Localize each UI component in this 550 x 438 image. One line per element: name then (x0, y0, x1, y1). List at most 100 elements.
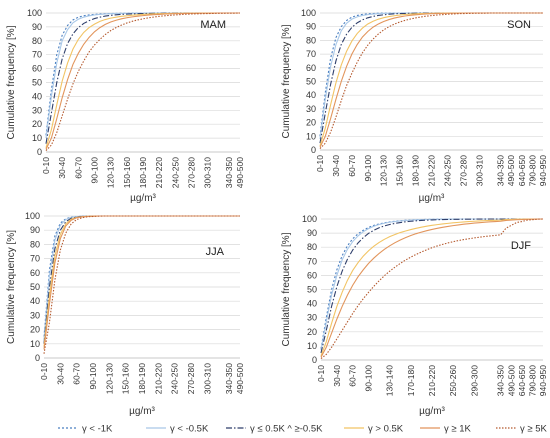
y-tick-label: 90 (30, 225, 40, 235)
y-tick-label: 30 (30, 310, 40, 320)
y-tick-label: 40 (32, 91, 42, 101)
series-line-3 (320, 218, 543, 354)
y-tick-label: 90 (307, 228, 317, 238)
x-tick-label: 150-160 (122, 157, 132, 188)
y-tick-label: 90 (32, 22, 42, 32)
y-tick-label: 0 (312, 355, 317, 365)
gridlines (320, 12, 543, 151)
y-tick-label: 50 (30, 282, 40, 292)
x-tick-label: 60-70 (72, 363, 82, 385)
legend-label: γ ≥ 1K (444, 424, 472, 435)
x-tick-label: 60-70 (73, 157, 83, 179)
series-line-6 (320, 218, 544, 360)
x-tick-label: 30-40 (57, 157, 67, 179)
x-tick-label: 90-100 (364, 365, 374, 392)
y-axis-label: Cumulative frequency [%] (281, 232, 292, 346)
y-tick-label: 90 (306, 22, 316, 32)
y-tick-label: 100 (25, 211, 40, 221)
x-tick-label: 180-190 (138, 157, 148, 188)
x-tick-label: 340-350 (496, 365, 506, 396)
season-label: JJA (206, 246, 225, 258)
x-axis-label: µg/m³ (419, 193, 445, 204)
y-tick-label: 10 (32, 133, 42, 143)
x-tick-label: 210-220 (154, 157, 164, 188)
y-tick-label: 80 (306, 35, 316, 45)
y-tick-label: 80 (307, 242, 317, 252)
series-line-1 (43, 215, 240, 337)
y-tick-label: 30 (32, 105, 42, 115)
x-tick-label: 270-280 (186, 363, 196, 394)
y-tick-label: 70 (306, 49, 316, 59)
x-tick-label: 210-220 (153, 363, 163, 394)
legend-label: γ < -1K (82, 424, 113, 435)
y-tick-label: 100 (27, 8, 42, 18)
series-line-6 (319, 12, 543, 150)
x-tick-label: 30-40 (332, 365, 342, 387)
chart-panel-mam: 0 10 20 30 40 50 60 70 80 90 100 0-10 30-40 60-70 90-1… (6, 8, 245, 204)
x-tick-label: 490-500 (506, 155, 516, 186)
chart-panel-djf: 0 10 20 30 40 50 60 70 80 90 100 0-10 30-40 60-70 90-1… (281, 214, 548, 417)
series-line-6 (45, 12, 241, 151)
y-axis-label: Cumulative frequency [%] (6, 230, 17, 344)
season-label: MAM (200, 19, 226, 31)
x-tick-label: 940-950 (538, 365, 548, 396)
x-tick-label: 210-220 (427, 365, 437, 396)
legend-label: γ < -0.5K (170, 424, 209, 435)
x-tick-label: 270-280 (458, 155, 468, 186)
x-tick-label: 0-10 (316, 365, 326, 382)
y-tick-label: 70 (32, 50, 42, 60)
y-tick-label: 50 (307, 285, 317, 295)
x-tick-label: 180-190 (137, 363, 147, 394)
x-axis-label: µg/m³ (130, 193, 156, 204)
y-tick-label: 10 (306, 131, 316, 141)
x-tick-label: 130-140 (385, 365, 395, 396)
y-tick-label: 0 (35, 353, 40, 363)
x-tick-label: 90-100 (363, 155, 373, 182)
legend-label: γ ≥ 5K (520, 424, 548, 435)
legend-item: γ < -0.5K (146, 424, 209, 435)
x-tick-label: 240-250 (170, 157, 180, 188)
x-axis-label: µg/m³ (129, 406, 155, 417)
series-line-1 (319, 12, 543, 137)
y-tick-label: 60 (307, 270, 317, 280)
x-tick-label: 300-310 (474, 155, 484, 186)
y-tick-label: 20 (30, 325, 40, 335)
y-tick-label: 80 (30, 239, 40, 249)
y-tick-label: 30 (306, 104, 316, 114)
legend-item: γ ≥ 5K (496, 424, 548, 435)
y-tick-label: 10 (30, 339, 40, 349)
x-tick-label: 340-350 (496, 155, 506, 186)
y-tick-label: 20 (307, 327, 317, 337)
y-tick-label: 60 (32, 64, 42, 74)
x-tick-label: 790-800 (527, 155, 537, 186)
x-tick-label: 0-10 (41, 157, 51, 174)
series-line-5 (45, 12, 240, 150)
legend-item: γ < -1K (58, 424, 113, 435)
legend-label: γ > 0.5K (368, 424, 404, 435)
series-line-3 (43, 215, 240, 344)
x-tick-label: 640-650 (517, 365, 527, 396)
y-tick-label: 50 (306, 77, 316, 87)
gridlines (46, 12, 240, 153)
legend-item: γ ≤ 0.5K ^ ≥-0.5K (226, 424, 323, 435)
x-axis-label: µg/m³ (419, 406, 445, 417)
y-tick-label: 0 (37, 147, 42, 157)
y-tick-label: 0 (311, 145, 316, 155)
x-tick-label: 940-950 (538, 155, 548, 186)
x-tick-label: 120-130 (379, 155, 389, 186)
y-tick-label: 50 (32, 78, 42, 88)
chart-panel-jja: 0 10 20 30 40 50 60 70 80 90 100 0-10 30-40 60-70 90-1… (6, 211, 245, 417)
x-tick-label: 90-100 (88, 363, 98, 390)
x-tick-label: 30-40 (55, 363, 65, 385)
x-tick-label: 640-650 (517, 155, 527, 186)
x-tick-label: 120-130 (104, 363, 114, 394)
series-line-4 (319, 12, 543, 147)
x-tick-label: 300-310 (203, 157, 213, 188)
x-tick-label: 150-160 (395, 155, 405, 186)
y-tick-label: 30 (307, 313, 317, 323)
series-line-2 (320, 218, 543, 351)
legend-item: γ ≥ 1K (420, 424, 472, 435)
series-line-4 (43, 215, 240, 347)
y-axis-label: Cumulative frequency [%] (281, 24, 292, 138)
